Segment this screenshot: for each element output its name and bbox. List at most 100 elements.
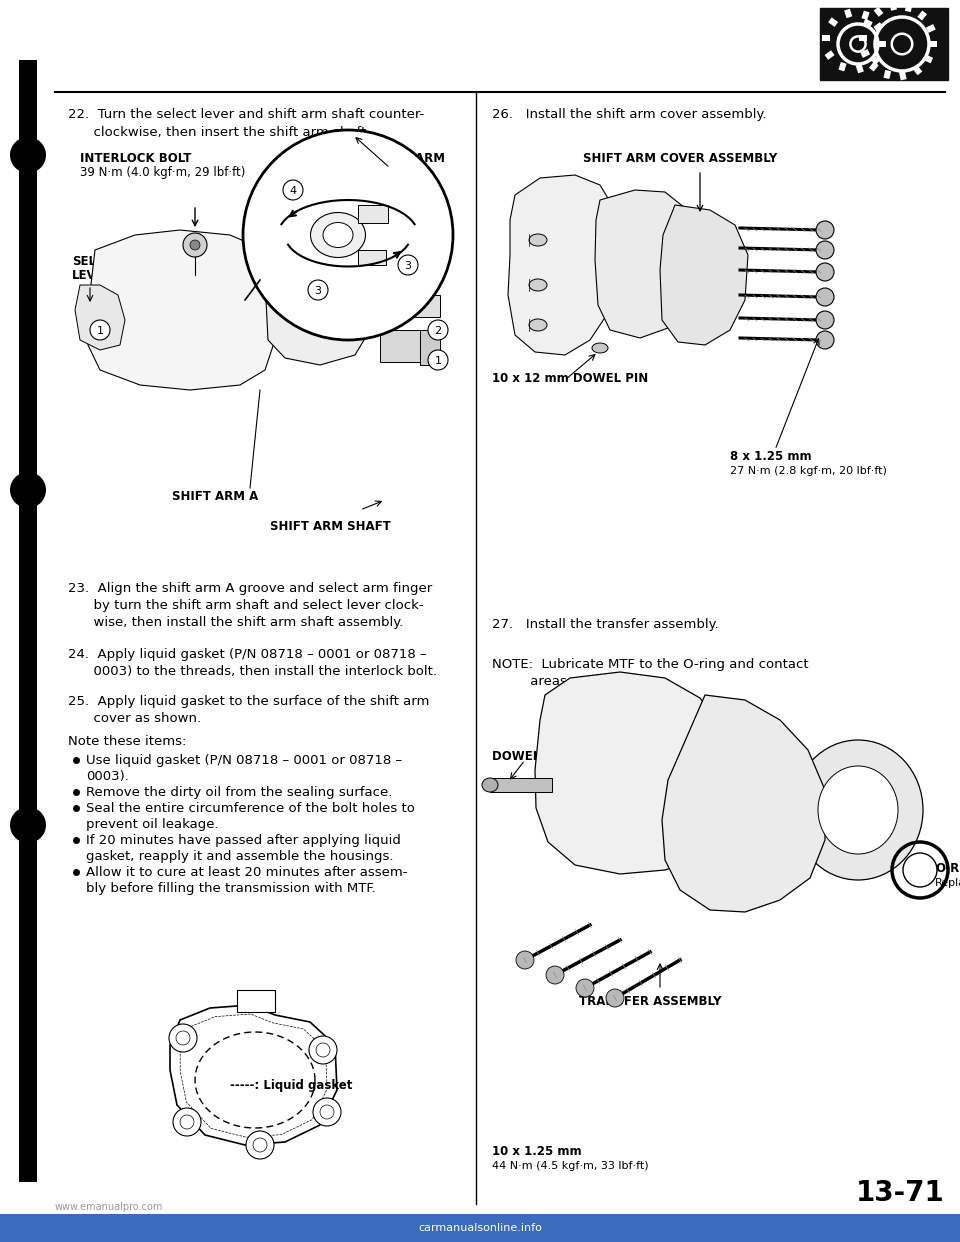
Ellipse shape [592, 343, 608, 353]
Bar [358, 250, 386, 265]
Polygon shape [508, 175, 618, 355]
Bar [869, 62, 878, 72]
Circle shape [516, 951, 534, 969]
Text: 0003) to the threads, then install the interlock bolt.: 0003) to the threads, then install the i… [68, 664, 437, 678]
Bar [878, 41, 886, 47]
Ellipse shape [529, 279, 547, 291]
Text: 27.   Install the transfer assembly.: 27. Install the transfer assembly. [492, 619, 719, 631]
Text: 24.  Apply liquid gasket (P/N 08718 – 0001 or 08718 –: 24. Apply liquid gasket (P/N 08718 – 000… [68, 648, 426, 661]
Circle shape [253, 1138, 267, 1153]
Text: 44 N·m (4.5 kgf·m, 33 lbf·ft): 44 N·m (4.5 kgf·m, 33 lbf·ft) [492, 1161, 649, 1171]
Text: LEVER: LEVER [72, 270, 113, 282]
Text: 4: 4 [289, 186, 297, 196]
Text: 27 N·m (2.8 kgf·m, 20 lbf·ft): 27 N·m (2.8 kgf·m, 20 lbf·ft) [730, 466, 887, 476]
Polygon shape [88, 230, 280, 390]
Text: gasket, reapply it and assemble the housings.: gasket, reapply it and assemble the hous… [86, 850, 394, 863]
Circle shape [576, 979, 594, 997]
Text: Replace.: Replace. [935, 878, 960, 888]
Circle shape [816, 263, 834, 281]
Polygon shape [660, 205, 748, 345]
Text: SHIFT ARM COVER ASSEMBLY: SHIFT ARM COVER ASSEMBLY [583, 152, 778, 165]
Bar [924, 55, 933, 63]
Text: INTERLOCK BOLT: INTERLOCK BOLT [80, 152, 191, 165]
Circle shape [320, 1105, 334, 1119]
Circle shape [606, 989, 624, 1007]
Text: TRANSFER ASSEMBLY: TRANSFER ASSEMBLY [579, 995, 721, 1009]
Circle shape [10, 472, 46, 508]
Ellipse shape [323, 222, 353, 247]
Circle shape [308, 279, 328, 301]
Polygon shape [595, 190, 690, 338]
Text: wise, then install the shift arm shaft assembly.: wise, then install the shift arm shaft a… [68, 616, 403, 628]
Circle shape [816, 241, 834, 260]
Bar [822, 35, 830, 41]
Circle shape [243, 130, 453, 340]
Text: Allow it to cure at least 20 minutes after assem-: Allow it to cure at least 20 minutes aft… [86, 866, 407, 879]
Bar [19, 60, 37, 1182]
Text: O-RING: O-RING [935, 862, 960, 876]
Text: Note these items:: Note these items: [68, 735, 186, 748]
Ellipse shape [529, 233, 547, 246]
Text: clockwise, then insert the shift arm shaft.: clockwise, then insert the shift arm sha… [68, 125, 371, 139]
Text: prevent oil leakage.: prevent oil leakage. [86, 818, 219, 831]
Bar [828, 17, 838, 27]
Circle shape [546, 966, 564, 984]
Text: 2: 2 [435, 325, 442, 337]
Circle shape [173, 1108, 201, 1136]
Text: SELECT ARM: SELECT ARM [362, 152, 445, 165]
Circle shape [169, 1023, 197, 1052]
Text: 10 x 12 mm DOWEL PIN: 10 x 12 mm DOWEL PIN [492, 373, 648, 385]
Bar [355, 296, 440, 317]
Text: Use liquid gasket (P/N 08718 – 0001 or 08718 –: Use liquid gasket (P/N 08718 – 0001 or 0… [86, 754, 402, 768]
Text: 22.  Turn the select lever and shift arm shaft counter-: 22. Turn the select lever and shift arm … [68, 108, 424, 120]
Circle shape [190, 240, 200, 250]
Text: SHIFT ARM A: SHIFT ARM A [172, 491, 258, 503]
Bar [863, 19, 873, 27]
Circle shape [183, 233, 207, 257]
Text: 1: 1 [435, 356, 442, 366]
Polygon shape [265, 260, 375, 365]
Bar [861, 11, 870, 20]
Circle shape [10, 137, 46, 173]
Bar [900, 71, 906, 81]
Text: by turn the shift arm shaft and select lever clock-: by turn the shift arm shaft and select l… [68, 599, 423, 612]
Text: bly before filling the transmission with MTF.: bly before filling the transmission with… [86, 882, 376, 895]
Text: SHIFT ARM SHAFT: SHIFT ARM SHAFT [270, 520, 391, 533]
Bar [918, 10, 927, 21]
Circle shape [428, 350, 448, 370]
Circle shape [816, 288, 834, 306]
Text: 39 N·m (4.0 kgf·m, 29 lbf·ft): 39 N·m (4.0 kgf·m, 29 lbf·ft) [80, 166, 246, 179]
Bar [380, 330, 420, 361]
Text: 25.  Apply liquid gasket to the surface of the shift arm: 25. Apply liquid gasket to the surface o… [68, 696, 429, 708]
Circle shape [176, 1031, 190, 1045]
Polygon shape [662, 696, 825, 912]
Bar [889, 1, 897, 11]
Text: areas.: areas. [492, 674, 571, 688]
Text: Remove the dirty oil from the sealing surface.: Remove the dirty oil from the sealing su… [86, 786, 393, 799]
Text: 8 x 1.25 mm: 8 x 1.25 mm [730, 450, 811, 463]
Bar [905, 2, 913, 12]
Bar [838, 62, 847, 72]
Ellipse shape [818, 766, 898, 854]
Text: 0003).: 0003). [86, 770, 129, 782]
Circle shape [10, 807, 46, 843]
Bar [929, 41, 937, 47]
Text: If 20 minutes have passed after applying liquid: If 20 minutes have passed after applying… [86, 833, 401, 847]
Circle shape [90, 320, 110, 340]
Circle shape [316, 1043, 330, 1057]
Text: -----: Liquid gasket: -----: Liquid gasket [230, 1078, 352, 1092]
Bar [490, 777, 552, 792]
Text: www.emanualpro.com: www.emanualpro.com [55, 1202, 163, 1212]
Circle shape [816, 221, 834, 238]
Circle shape [283, 180, 303, 200]
Circle shape [428, 320, 448, 340]
Bar [874, 22, 883, 32]
Bar [874, 6, 883, 16]
Text: 10 x 1.25 mm: 10 x 1.25 mm [492, 1145, 582, 1158]
Bar [820, 7, 948, 79]
Bar [859, 35, 867, 41]
Circle shape [309, 1036, 337, 1064]
Circle shape [816, 332, 834, 349]
Bar [860, 48, 870, 58]
Ellipse shape [482, 777, 498, 792]
